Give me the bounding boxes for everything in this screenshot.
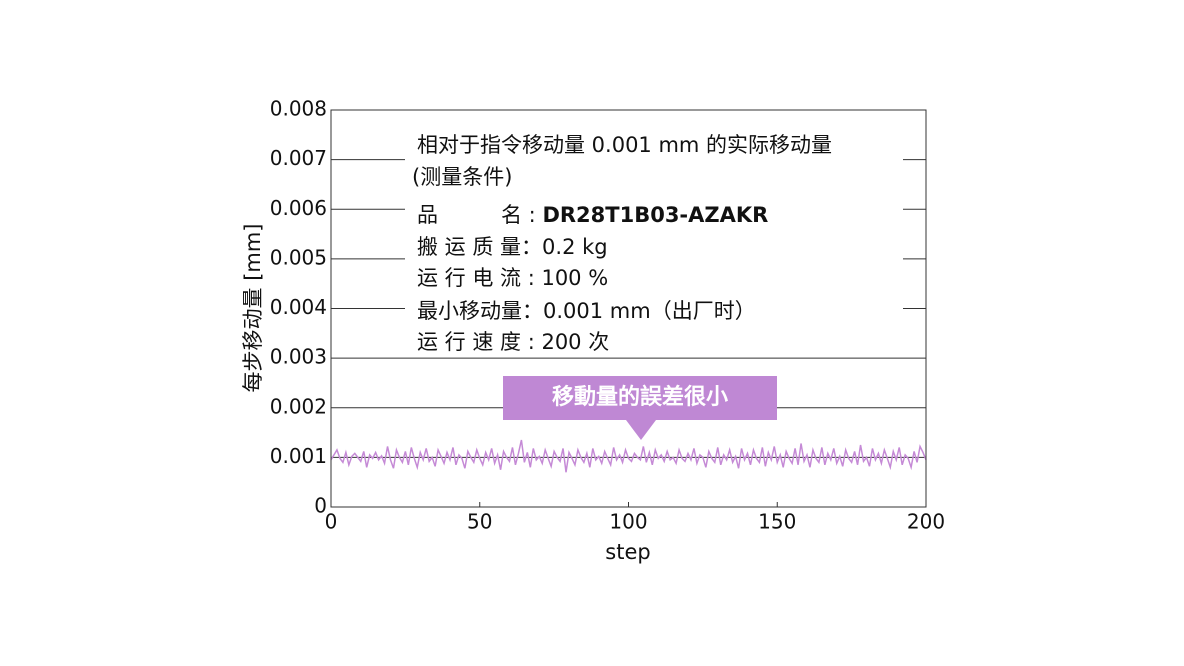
note-row: 品 名 : DR28T1B03-AZAKR xyxy=(417,203,768,227)
y-tick-label: 0 xyxy=(314,494,327,518)
note-row-label: 运 行 速 度 : xyxy=(417,330,541,354)
y-tick-label: 0.004 xyxy=(270,295,327,319)
note-row: 运 行 速 度 : 200 次 xyxy=(417,330,609,354)
note-row-value: 200 次 xyxy=(541,330,609,354)
y-tick-label: 0.005 xyxy=(270,245,327,269)
y-tick-label: 0.001 xyxy=(270,444,327,468)
callout: 移動量的誤差很小 xyxy=(503,376,777,440)
note-row-label: 运 行 电 流 : xyxy=(417,266,541,290)
y-tick-label: 0.008 xyxy=(270,97,327,121)
x-tick-label: 0 xyxy=(325,510,338,534)
note-title: 相对于指令移动量 0.001 mm 的实际移动量 xyxy=(417,133,832,157)
callout-text: 移動量的誤差很小 xyxy=(552,384,728,410)
note: 相对于指令移动量 0.001 mm 的实际移动量 (测量条件) 品 名 : DR28… xyxy=(412,133,832,354)
note-row: 运 行 电 流 : 100 % xyxy=(417,266,608,290)
y-tick-label: 0.006 xyxy=(270,196,327,220)
x-tick-label: 50 xyxy=(467,510,492,534)
note-row-value: DR28T1B03-AZAKR xyxy=(542,203,768,227)
y-axis-label: 每步移动量 [mm] xyxy=(241,224,265,393)
callout-pointer xyxy=(626,420,656,440)
y-tick-label: 0.002 xyxy=(270,394,327,418)
x-tick-label: 150 xyxy=(758,510,796,534)
x-axis-label: step xyxy=(605,540,650,564)
y-tick-label: 0.007 xyxy=(270,146,327,170)
y-tick-label: 0.003 xyxy=(270,345,327,369)
x-tick-label: 200 xyxy=(907,510,945,534)
note-row-label: 搬 运 质 量： xyxy=(417,235,542,259)
note-subtitle: (测量条件) xyxy=(412,165,512,189)
note-row-label: 最小移动量： xyxy=(417,299,543,323)
callout-box xyxy=(503,376,777,420)
plot xyxy=(330,439,927,473)
note-row-value: 100 % xyxy=(541,266,608,290)
note-row-label: 品 名 : xyxy=(417,203,542,227)
note-row: 最小移动量：0.001 mm（出厂时） xyxy=(417,299,756,323)
note-row: 搬 运 质 量：0.2 kg xyxy=(417,235,608,259)
note-row-value: 0.2 kg xyxy=(542,235,608,259)
note-row-value: 0.001 mm（出厂时） xyxy=(543,299,756,323)
note-box xyxy=(405,128,903,356)
x-tick-label: 100 xyxy=(609,510,647,534)
data-line xyxy=(330,439,927,473)
